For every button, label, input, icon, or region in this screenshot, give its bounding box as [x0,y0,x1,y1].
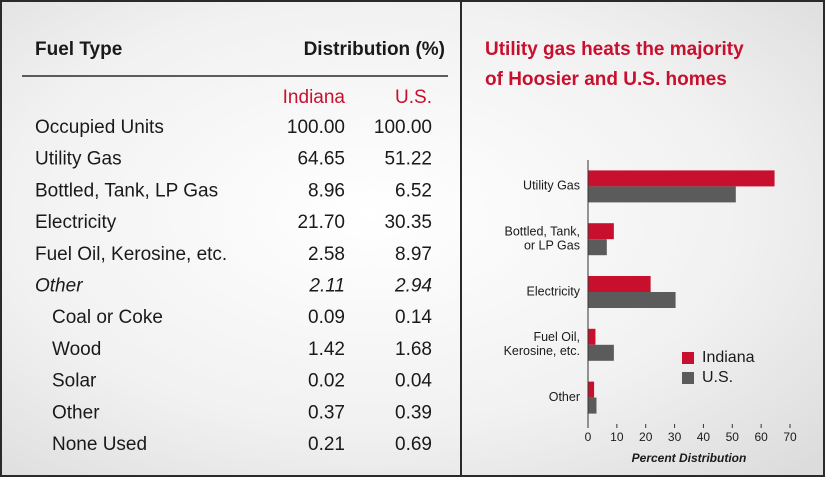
row-label: Coal or Coke [52,307,163,328]
table-header: Fuel Type [35,39,122,60]
column-header: U.S. [395,87,432,108]
row-label: Occupied Units [35,117,164,138]
row-label: Other [35,276,83,297]
category-label: Other [549,390,580,404]
cell: 8.96 [308,180,345,201]
bar [588,239,607,256]
row-label: Solar [52,371,97,392]
x-tick-label: 40 [697,430,711,444]
category-label: Electricity [527,284,581,298]
legend-label: U.S. [702,369,733,386]
legend-label: Indiana [702,349,755,366]
cell: 0.21 [308,434,345,455]
bar [588,186,736,203]
cell: 0.09 [308,307,345,328]
x-tick-label: 0 [585,430,592,444]
row-label: None Used [52,434,147,455]
bar [588,292,676,308]
category-label: Bottled, Tank, [504,224,580,238]
column-header: Indiana [283,87,346,108]
row-label: Fuel Oil, Kerosine, etc. [35,244,227,265]
bar [588,397,597,414]
x-tick-label: 50 [726,430,740,444]
row-label: Electricity [35,212,117,233]
category-label: Utility Gas [523,179,580,193]
x-axis-label: Percent Distribution [632,451,747,465]
x-tick-label: 30 [668,430,682,444]
row-label: Bottled, Tank, LP Gas [35,180,218,201]
cell: 0.02 [308,371,345,392]
bar [588,276,651,292]
category-label: Fuel Oil, [533,330,580,344]
cell: 0.39 [395,402,432,423]
x-tick-label: 60 [754,430,768,444]
x-tick-label: 10 [610,430,624,444]
row-label: Wood [52,339,101,360]
cell: 21.70 [297,212,345,233]
cell: 8.97 [395,244,432,265]
cell: 0.37 [308,402,345,423]
table-header: Distribution (%) [304,39,445,60]
cell: 2.94 [394,276,432,297]
bar [588,381,595,398]
category-label: Kerosine, etc. [504,344,580,358]
cell: 100.00 [374,117,432,138]
cell: 64.65 [297,149,345,170]
legend-swatch [682,372,694,384]
legend-swatch [682,352,694,364]
cell: 0.04 [395,371,432,392]
row-label: Other [52,402,100,423]
cell: 6.52 [395,180,432,201]
bar [588,328,596,345]
cell: 0.14 [395,307,432,328]
category-label: or LP Gas [524,238,580,252]
cell: 2.11 [308,276,345,297]
cell: 100.00 [287,117,345,138]
cell: 2.58 [308,244,345,265]
cell: 1.68 [395,339,432,360]
chart-title: Utility gas heats the majority [485,39,744,60]
cell: 0.69 [395,434,432,455]
bar [588,170,775,187]
bar [588,344,614,361]
bar [588,223,614,240]
cell: 51.22 [384,149,432,170]
x-tick-label: 20 [639,430,653,444]
row-label: Utility Gas [35,149,122,170]
chart-title: of Hoosier and U.S. homes [485,69,727,90]
cell: 30.35 [384,212,432,233]
x-tick-label: 70 [783,430,797,444]
cell: 1.42 [308,339,345,360]
